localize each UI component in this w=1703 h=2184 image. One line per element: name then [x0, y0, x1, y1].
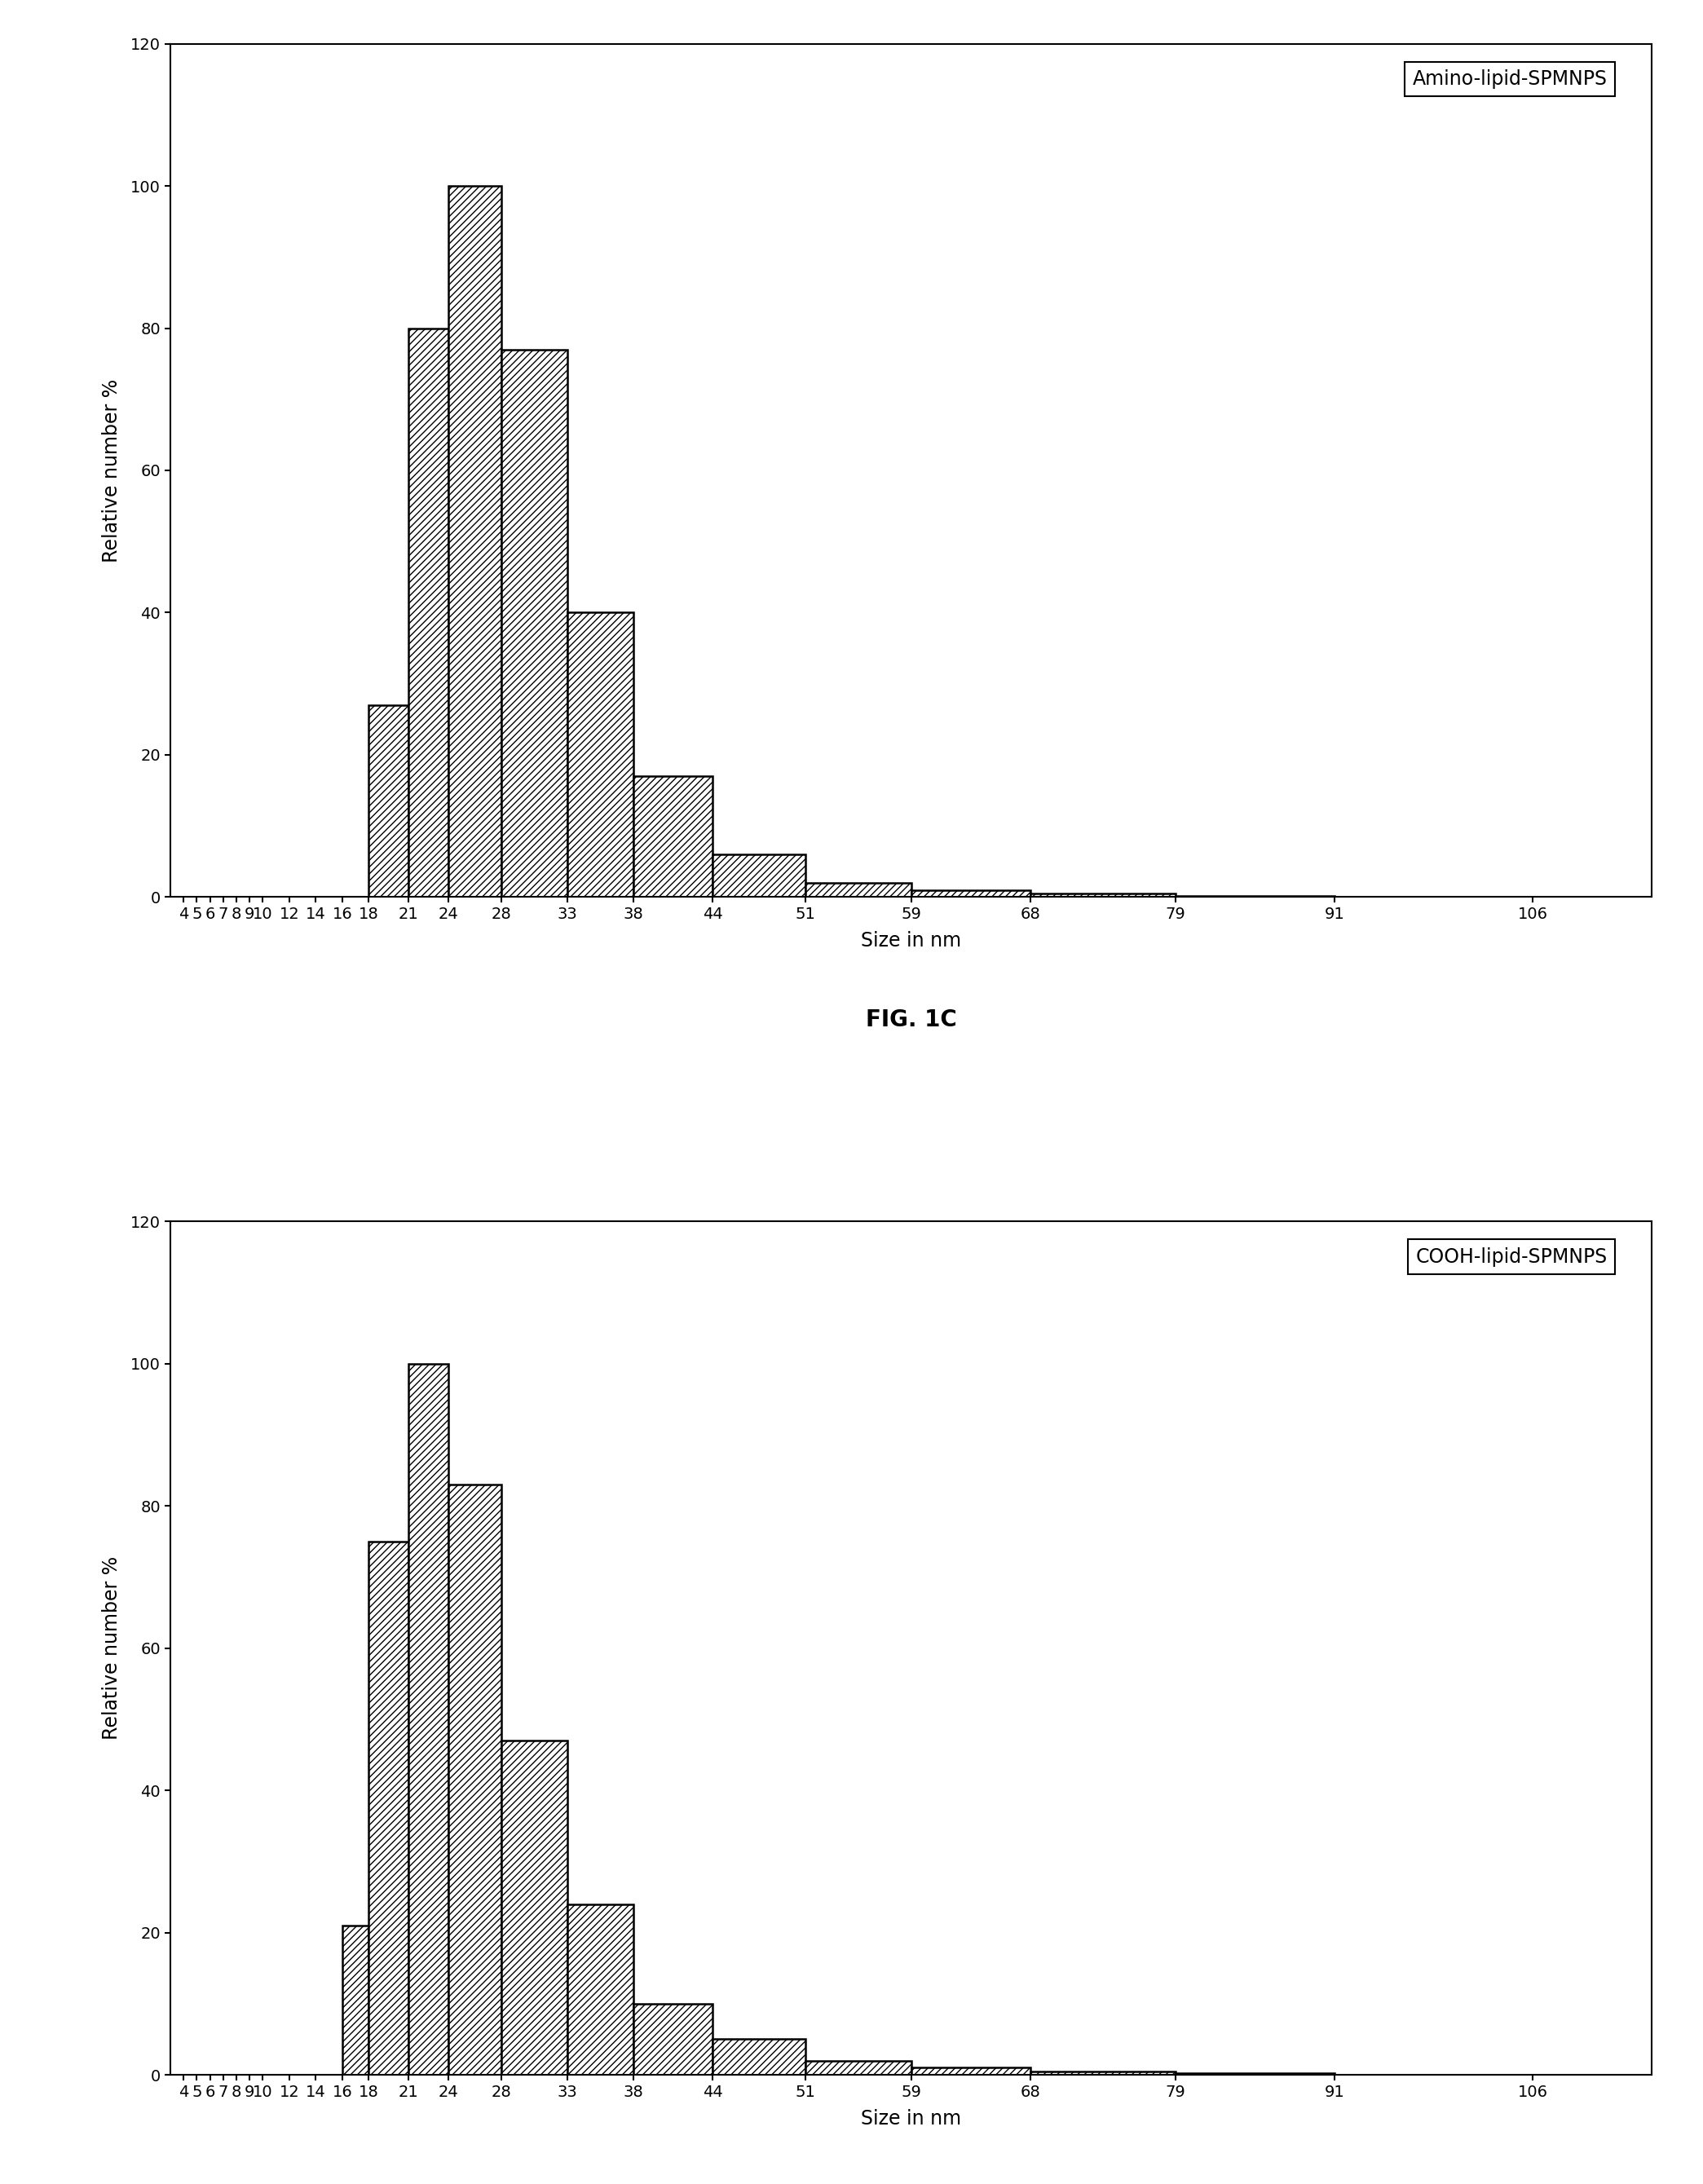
Bar: [501, 1741, 567, 2075]
Bar: [448, 1485, 501, 2075]
Text: FIG. 1C: FIG. 1C: [865, 1009, 957, 1031]
Bar: [409, 1363, 448, 2075]
Bar: [567, 1904, 634, 2075]
Bar: [806, 882, 911, 898]
Bar: [1030, 2070, 1175, 2075]
Bar: [342, 1926, 370, 2075]
Bar: [911, 891, 1030, 898]
Text: COOH-lipid-SPMNPS: COOH-lipid-SPMNPS: [1415, 1247, 1608, 1267]
X-axis label: Size in nm: Size in nm: [862, 2110, 960, 2129]
Bar: [712, 854, 806, 898]
Y-axis label: Relative number %: Relative number %: [102, 1557, 121, 1741]
Bar: [370, 705, 409, 898]
Bar: [1030, 893, 1175, 898]
Bar: [409, 328, 448, 898]
Bar: [806, 2060, 911, 2075]
Bar: [567, 614, 634, 898]
Bar: [634, 775, 712, 898]
X-axis label: Size in nm: Size in nm: [862, 930, 960, 950]
Bar: [634, 2003, 712, 2075]
Bar: [370, 1542, 409, 2075]
Bar: [712, 2040, 806, 2075]
Bar: [448, 186, 501, 898]
Y-axis label: Relative number %: Relative number %: [102, 378, 121, 561]
Text: Amino-lipid-SPMNPS: Amino-lipid-SPMNPS: [1412, 70, 1608, 90]
Bar: [501, 349, 567, 898]
Bar: [911, 2068, 1030, 2075]
